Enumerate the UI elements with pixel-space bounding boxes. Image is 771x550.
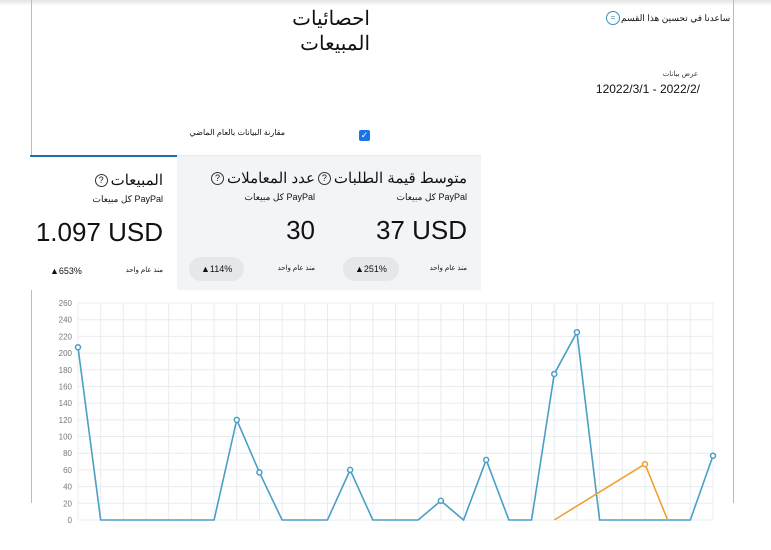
data-point [709,452,717,459]
feedback-link[interactable]: ساعدنا في تحسين هذا القسم = [606,11,730,25]
top-shadow [0,0,771,6]
card-since: منذ عام واحد [429,265,467,272]
y-tick-label: 160 [59,382,73,391]
data-point [256,469,263,476]
card-subtitle: PayPal كل مبيعات [396,192,467,202]
series-line-1 [553,462,669,521]
card-since: منذ عام واحد [125,267,163,274]
data-point [74,343,82,351]
card-transactions[interactable]: عدد المعاملات? PayPal كل مبيعات 30 منذ ع… [177,155,329,290]
y-tick-label: 240 [59,316,73,325]
data-point [233,416,240,424]
y-tick-label: 60 [63,466,72,475]
stats-cards: المبيعات? PayPal كل مبيعات 1.097 USD منذ… [30,155,481,290]
help-icon[interactable]: ? [317,171,331,185]
page-title: احصائيات المبيعات [292,8,370,55]
data-point [641,460,649,468]
compare-checkbox[interactable]: ✓ [359,130,370,141]
show-data-label: عرض بيانات [662,71,698,78]
card-avg-order[interactable]: متوسط قيمة الطلبات? PayPal كل مبيعات 37 … [317,155,481,290]
card-value: 30 [286,215,315,245]
card-change: ▲114% [189,257,245,281]
y-tick-label: 0 [68,516,73,525]
y-tick-label: 120 [59,416,73,425]
feedback-text: ساعدنا في تحسين هذا القسم [621,12,731,23]
sales-line-chart: 0 20 40 60 80 100 120 140 160 180 200 220 240 260 [59,299,717,525]
help-icon[interactable]: ? [94,173,108,187]
data-point [346,466,354,474]
card-title: متوسط قيمة الطلبات [333,170,467,187]
card-subtitle: PayPal كل مبيعات [92,194,163,204]
card-value: 1.097 USD [35,217,163,247]
y-tick-label: 200 [59,349,73,358]
card-title: المبيعات [110,172,163,189]
data-point [573,328,581,336]
y-tick-label: 140 [59,399,73,408]
card-value: 37 USD [375,215,467,245]
y-tick-label: 220 [59,332,73,341]
card-title: عدد المعاملات [227,170,315,187]
card-change: ▲653% [50,266,82,276]
y-tick-label: 180 [59,366,73,375]
card-subtitle: PayPal كل مبيعات [244,192,315,202]
card-since: منذ عام واحد [277,265,315,272]
compare-label: مقارنة البيانات بالعام الماضي [189,128,285,137]
y-tick-label: 80 [63,449,72,458]
card-change: ▲251% [343,257,399,281]
data-point [482,456,490,464]
help-icon[interactable]: ? [211,171,224,185]
date-range-picker[interactable]: 12022/3/1 - 2022/2/ [595,82,700,96]
card-sales[interactable]: المبيعات? PayPal كل مبيعات 1.097 USD منذ… [30,155,177,290]
y-tick-label: 40 [63,483,72,492]
feedback-icon: = [606,11,620,25]
y-tick-label: 20 [63,499,72,508]
right-border [733,0,734,503]
y-tick-label: 260 [59,299,73,308]
data-point [551,370,558,378]
y-tick-label: 100 [59,433,73,442]
